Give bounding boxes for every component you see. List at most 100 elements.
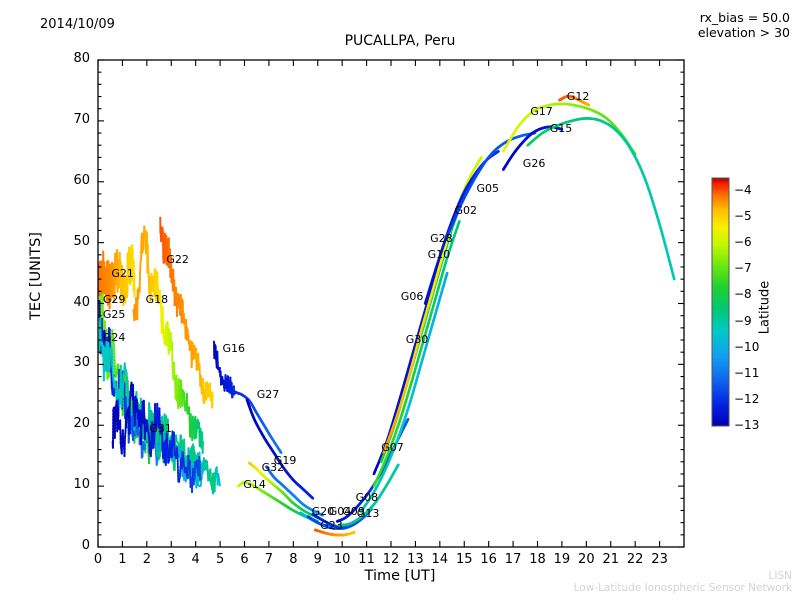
colorbar-tick-label: −9	[734, 313, 752, 328]
series-segment	[195, 430, 198, 439]
series-segment	[156, 402, 159, 421]
series-label-g05: G05	[476, 182, 500, 196]
series-segment	[183, 392, 186, 405]
x-tick-label: 11	[358, 552, 375, 567]
series-segment	[202, 462, 206, 472]
colorbar-tick-label: −7	[734, 261, 752, 276]
y-tick-label: 10	[73, 477, 90, 493]
series-label-g23: G23	[320, 519, 343, 533]
series-label-g31: G31	[149, 421, 172, 435]
x-tick-label: 6	[240, 552, 249, 567]
series-label-g17: G17	[530, 105, 553, 119]
series-label-g32: G32	[261, 460, 285, 474]
y-tick-label: 0	[81, 538, 90, 553]
series-segment	[195, 421, 199, 433]
x-tick-label: 4	[191, 552, 200, 567]
series-label-g28: G28	[430, 232, 453, 245]
series-label-g10: G10	[427, 247, 451, 261]
series-segment	[135, 398, 139, 410]
x-tick-label: 0	[93, 552, 103, 567]
y-tick-label: 80	[73, 51, 90, 66]
series-segment	[140, 421, 143, 446]
x-tick-label: 17	[504, 552, 522, 567]
series-segment	[179, 379, 183, 392]
series-segment	[174, 434, 178, 443]
series-label-g18: G18	[145, 292, 169, 306]
x-tick-label: 7	[264, 552, 274, 567]
series-segment	[130, 410, 134, 437]
x-tick-label: 14	[431, 552, 449, 567]
series-segment	[188, 406, 191, 420]
x-tick-label: 3	[167, 552, 176, 567]
x-tick-label: 23	[651, 552, 668, 567]
series-segment	[129, 385, 132, 397]
series-label-g04: G04	[328, 504, 352, 518]
x-tick-label: 16	[480, 552, 497, 567]
series-segment	[112, 340, 116, 358]
series-segment	[114, 380, 118, 396]
x-tick-label: 8	[289, 552, 298, 567]
series-label-g25: G25	[102, 307, 126, 321]
series-segment	[181, 451, 185, 460]
series-segment	[121, 373, 125, 398]
colorbar-tick-label: −10	[734, 339, 760, 354]
series-segment	[189, 412, 193, 425]
series-segment	[153, 429, 156, 440]
date-label: 2014/10/09	[40, 17, 115, 32]
colorbar-tick-label: −13	[734, 418, 760, 432]
series-segment	[123, 436, 126, 458]
rx-bias-text: rx_bias = 50.0	[699, 10, 790, 25]
series-segment	[125, 372, 129, 388]
series-label-g24: G24	[102, 330, 126, 344]
series-label-g12: G12	[566, 89, 590, 103]
x-tick-label: 12	[382, 552, 400, 567]
series-segment	[103, 346, 107, 372]
series-segment	[164, 439, 168, 467]
x-tick-label: 9	[313, 552, 322, 567]
series-segment	[121, 429, 125, 445]
series-segment	[161, 429, 164, 450]
watermark: LISN Low-Latitude Ionospheric Sensor Net…	[574, 570, 792, 594]
series-segment	[158, 436, 162, 458]
x-tick-label: 13	[407, 552, 424, 567]
axis-group	[97, 59, 717, 548]
series-segment	[158, 407, 161, 425]
y-tick-label: 50	[73, 233, 90, 249]
series-segment	[110, 367, 113, 389]
x-axis-label: Time [UT]	[364, 568, 436, 584]
series-segment	[111, 373, 115, 382]
series-label-g19: G19	[273, 453, 297, 467]
y-tick-label: 70	[73, 111, 90, 127]
series-segment	[209, 468, 213, 486]
series-segment	[152, 437, 156, 449]
series-segment	[113, 405, 117, 440]
series-segment	[119, 419, 122, 444]
series-label-g14: G14	[243, 477, 266, 491]
colorbar-tick-label: −4	[734, 183, 752, 198]
colorbar-tick-label: −5	[734, 209, 752, 224]
series-segment	[195, 459, 199, 474]
x-tick-label: 22	[626, 552, 644, 567]
watermark-full: Low-Latitude Ionospheric Sensor Network	[573, 582, 792, 594]
series-label-g29: G29	[102, 292, 126, 306]
series-label-g09: G09	[342, 504, 365, 518]
series-segment	[185, 392, 189, 415]
series-segment	[149, 447, 153, 458]
series-segment	[199, 476, 203, 487]
series-segment	[123, 362, 127, 372]
series-segment	[137, 287, 140, 300]
series-label-g30: G30	[405, 333, 429, 346]
colorbar-gradient	[711, 177, 730, 427]
colorbar-tick-label: −11	[734, 365, 760, 380]
series-label-g27: G27	[256, 387, 280, 401]
series-segment	[103, 329, 107, 339]
series-segment	[115, 364, 119, 374]
series-label-g16: G16	[222, 341, 246, 355]
series-segment	[213, 471, 217, 493]
watermark-short: LISN	[768, 570, 792, 582]
series-segment	[111, 352, 114, 376]
series-segment	[172, 431, 176, 456]
series-label-g21: G21	[111, 267, 134, 281]
series-label-g06: G06	[400, 290, 424, 304]
